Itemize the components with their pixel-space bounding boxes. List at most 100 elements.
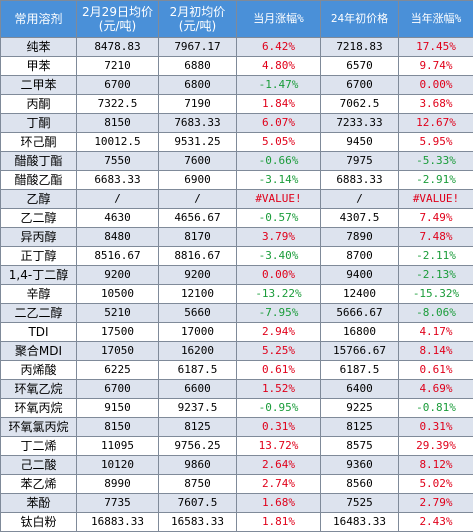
header-year-start-price: 24年初价格 xyxy=(321,1,399,38)
year-start-price-cell: 5666.67 xyxy=(321,304,399,323)
solvent-name-cell: 丙酮 xyxy=(1,95,77,114)
month-change-cell: -13.22% xyxy=(237,285,321,304)
year-change-cell: -2.11% xyxy=(399,247,473,266)
month-change-cell: 0.61% xyxy=(237,361,321,380)
solvent-name-cell: 乙二醇 xyxy=(1,209,77,228)
feb-start-price-cell: 17000 xyxy=(159,323,237,342)
month-change-cell: -0.57% xyxy=(237,209,321,228)
feb-start-price-cell: 4656.67 xyxy=(159,209,237,228)
solvent-name-cell: 丁二烯 xyxy=(1,437,77,456)
feb-start-price-cell: 6800 xyxy=(159,76,237,95)
year-start-price-cell: / xyxy=(321,190,399,209)
solvent-name-cell: 二乙二醇 xyxy=(1,304,77,323)
feb29-price-cell: 6700 xyxy=(77,76,159,95)
feb-start-price-cell: 7683.33 xyxy=(159,114,237,133)
table-row: 乙醇//#VALUE!/#VALUE! xyxy=(1,190,473,209)
year-change-cell: 0.61% xyxy=(399,361,473,380)
year-start-price-cell: 8125 xyxy=(321,418,399,437)
month-change-cell: -0.66% xyxy=(237,152,321,171)
year-change-cell: -2.13% xyxy=(399,266,473,285)
year-change-cell: -15.32% xyxy=(399,285,473,304)
year-start-price-cell: 6570 xyxy=(321,57,399,76)
year-change-cell: 3.68% xyxy=(399,95,473,114)
month-change-cell: 1.52% xyxy=(237,380,321,399)
year-change-cell: 2.43% xyxy=(399,513,473,532)
year-start-price-cell: 15766.67 xyxy=(321,342,399,361)
year-start-price-cell: 6883.33 xyxy=(321,171,399,190)
year-start-price-cell: 6187.5 xyxy=(321,361,399,380)
solvent-name-cell: 乙醇 xyxy=(1,190,77,209)
month-change-cell: 0.00% xyxy=(237,266,321,285)
year-change-cell: 5.02% xyxy=(399,475,473,494)
year-start-price-cell: 12400 xyxy=(321,285,399,304)
year-change-cell: 0.00% xyxy=(399,76,473,95)
feb-start-price-cell: 8750 xyxy=(159,475,237,494)
feb29-price-cell: 7735 xyxy=(77,494,159,513)
year-change-cell: 7.48% xyxy=(399,228,473,247)
month-change-cell: 1.84% xyxy=(237,95,321,114)
solvent-name-cell: 1,4-丁二醇 xyxy=(1,266,77,285)
solvent-name-cell: 环己酮 xyxy=(1,133,77,152)
year-change-cell: 17.45% xyxy=(399,38,473,57)
feb29-price-cell: 4630 xyxy=(77,209,159,228)
header-year-change: 当年涨幅% xyxy=(399,1,473,38)
solvent-name-cell: 异丙醇 xyxy=(1,228,77,247)
year-start-price-cell: 7233.33 xyxy=(321,114,399,133)
solvent-name-cell: 甲苯 xyxy=(1,57,77,76)
year-start-price-cell: 16800 xyxy=(321,323,399,342)
feb29-price-cell: 9200 xyxy=(77,266,159,285)
month-change-cell: -3.14% xyxy=(237,171,321,190)
header-feb-start-line1: 2月初均价 xyxy=(159,5,236,19)
month-change-cell: 1.68% xyxy=(237,494,321,513)
feb-start-price-cell: 16583.33 xyxy=(159,513,237,532)
header-row: 常用溶剂 2月29日均价 (元/吨) 2月初均价 (元/吨) 当月涨幅% 24年… xyxy=(1,1,473,38)
year-start-price-cell: 8575 xyxy=(321,437,399,456)
year-start-price-cell: 8560 xyxy=(321,475,399,494)
feb29-price-cell: 10012.5 xyxy=(77,133,159,152)
header-month-change: 当月涨幅% xyxy=(237,1,321,38)
month-change-cell: -7.95% xyxy=(237,304,321,323)
solvent-name-cell: 环氧氯丙烷 xyxy=(1,418,77,437)
feb29-price-cell: 8478.83 xyxy=(77,38,159,57)
feb-start-price-cell: 9860 xyxy=(159,456,237,475)
feb-start-price-cell: 8816.67 xyxy=(159,247,237,266)
solvent-name-cell: 钛白粉 xyxy=(1,513,77,532)
feb29-price-cell: 8990 xyxy=(77,475,159,494)
year-start-price-cell: 9400 xyxy=(321,266,399,285)
month-change-cell: 6.07% xyxy=(237,114,321,133)
header-feb29-line1: 2月29日均价 xyxy=(77,5,158,19)
feb-start-price-cell: / xyxy=(159,190,237,209)
year-change-cell: -2.91% xyxy=(399,171,473,190)
solvent-name-cell: 环氧丙烷 xyxy=(1,399,77,418)
feb-start-price-cell: 7190 xyxy=(159,95,237,114)
feb-start-price-cell: 7600 xyxy=(159,152,237,171)
feb-start-price-cell: 7607.5 xyxy=(159,494,237,513)
year-change-cell: 5.95% xyxy=(399,133,473,152)
year-change-cell: 9.74% xyxy=(399,57,473,76)
feb-start-price-cell: 9756.25 xyxy=(159,437,237,456)
month-change-cell: #VALUE! xyxy=(237,190,321,209)
solvent-name-cell: 正丁醇 xyxy=(1,247,77,266)
month-change-cell: 4.80% xyxy=(237,57,321,76)
year-change-cell: -8.06% xyxy=(399,304,473,323)
feb29-price-cell: 17050 xyxy=(77,342,159,361)
month-change-cell: 0.31% xyxy=(237,418,321,437)
feb29-price-cell: 7322.5 xyxy=(77,95,159,114)
month-change-cell: 2.64% xyxy=(237,456,321,475)
year-start-price-cell: 6700 xyxy=(321,76,399,95)
feb-start-price-cell: 12100 xyxy=(159,285,237,304)
year-start-price-cell: 4307.5 xyxy=(321,209,399,228)
feb-start-price-cell: 8125 xyxy=(159,418,237,437)
year-change-cell: 29.39% xyxy=(399,437,473,456)
solvent-name-cell: 丙烯酸 xyxy=(1,361,77,380)
